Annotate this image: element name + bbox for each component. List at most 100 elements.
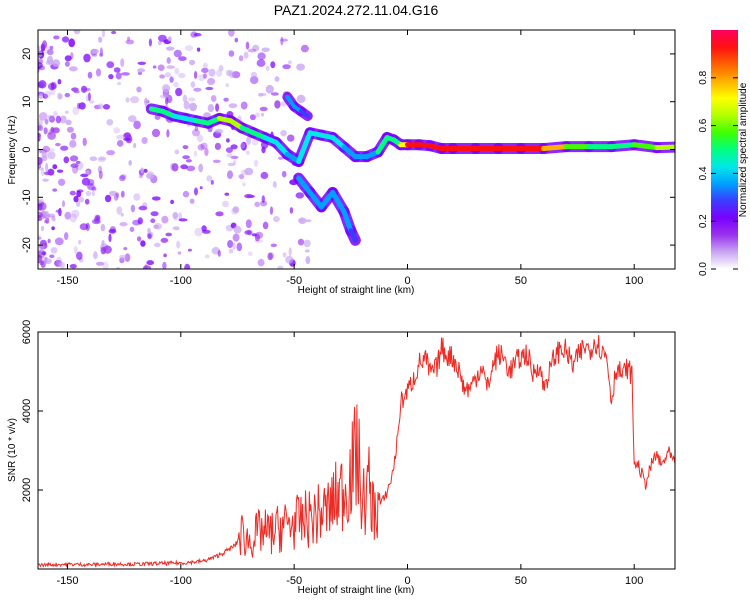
noise-speckle	[73, 246, 78, 254]
noise-speckle	[218, 64, 224, 72]
noise-speckle	[194, 227, 203, 237]
noise-speckle	[146, 260, 154, 266]
snr-panel: -150 -100 -50 0 50 100 2000 4000 6000 Height of…	[7, 320, 676, 596]
snr-marks	[38, 334, 675, 568]
noise-speckle	[137, 61, 147, 65]
noise-speckle	[254, 201, 260, 207]
noise-speckle	[260, 171, 269, 180]
noise-speckle	[62, 200, 65, 208]
secondary-branch-segment	[330, 190, 347, 215]
noise-speckle	[58, 93, 63, 100]
noise-speckle	[255, 231, 264, 239]
x-tick-label: 100	[625, 275, 643, 287]
noise-speckle	[45, 118, 49, 125]
noise-speckle	[270, 92, 279, 96]
noise-speckle	[43, 171, 52, 176]
ridge-segment	[375, 135, 390, 155]
noise-speckle	[38, 163, 41, 169]
noise-speckle	[56, 169, 64, 173]
noise-speckle	[120, 174, 127, 180]
noise-speckle	[38, 61, 43, 70]
noise-speckle	[76, 189, 84, 193]
noise-speckle	[175, 87, 183, 97]
noise-speckle	[239, 174, 245, 180]
noise-speckle	[201, 67, 209, 73]
noise-speckle	[286, 134, 295, 142]
noise-speckle	[280, 36, 284, 46]
noise-speckle	[185, 159, 192, 163]
noise-speckle	[193, 87, 202, 92]
spectrogram-y-label: Frequency (Hz)	[7, 116, 18, 185]
noise-speckle	[85, 170, 90, 175]
x-tick-label: 50	[515, 575, 527, 587]
noise-speckle	[84, 198, 90, 205]
noise-speckle	[190, 81, 196, 88]
noise-speckle	[207, 77, 216, 86]
noise-speckle	[63, 156, 70, 164]
noise-speckle	[97, 103, 104, 110]
noise-speckle	[47, 151, 56, 160]
noise-speckle	[259, 106, 268, 112]
noise-speckle	[85, 190, 92, 197]
noise-speckle	[64, 211, 72, 220]
noise-speckle	[164, 72, 172, 78]
noise-speckle	[253, 159, 259, 167]
y-tick-label: 20	[21, 48, 33, 60]
noise-speckle	[244, 167, 254, 176]
snr-y-axis: 2000 4000 6000	[21, 320, 675, 502]
noise-speckle	[43, 127, 48, 135]
noise-speckle	[196, 47, 201, 52]
noise-speckle	[177, 251, 182, 255]
noise-speckle	[52, 59, 61, 67]
noise-speckle	[95, 261, 105, 266]
noise-speckle	[184, 45, 194, 52]
noise-speckle	[171, 163, 179, 172]
noise-speckle	[229, 70, 234, 79]
noise-speckle	[201, 225, 207, 232]
noise-speckle	[47, 238, 51, 244]
noise-speckle	[42, 93, 48, 99]
noise-speckle	[260, 92, 267, 97]
noise-speckle	[202, 62, 208, 69]
noise-speckle	[196, 134, 204, 143]
noise-speckle	[230, 144, 238, 150]
noise-speckle	[227, 162, 236, 167]
noise-speckle	[273, 216, 280, 223]
colorbar-tick-label: 0.4	[698, 166, 709, 180]
noise-speckle	[61, 36, 70, 43]
noise-speckle	[69, 66, 78, 72]
noise-speckle	[163, 253, 167, 258]
colorbar-gradient	[711, 30, 738, 269]
noise-speckle	[204, 147, 209, 157]
noise-speckle	[78, 102, 86, 110]
noise-speckle	[277, 156, 285, 160]
noise-speckle	[270, 243, 277, 248]
noise-speckle	[89, 156, 98, 161]
noise-speckle	[252, 44, 260, 52]
snr-y-label: SNR (10 * v/v)	[7, 418, 18, 482]
noise-speckle	[212, 159, 221, 163]
noise-speckle	[147, 233, 152, 240]
noise-speckle	[51, 81, 57, 89]
noise-speckle	[152, 65, 157, 69]
noise-speckle	[91, 48, 100, 54]
noise-speckle	[129, 226, 135, 232]
noise-speckle	[100, 223, 106, 232]
noise-speckle	[251, 138, 259, 146]
noise-speckle	[58, 262, 63, 268]
noise-speckle	[119, 175, 126, 182]
noise-speckle	[240, 101, 248, 110]
noise-speckle	[70, 163, 79, 168]
noise-speckle	[159, 74, 166, 79]
noise-speckle	[66, 126, 74, 133]
noise-speckle	[148, 38, 152, 47]
noise-speckle	[116, 206, 123, 215]
noise-speckle	[52, 188, 58, 192]
noise-speckle	[128, 115, 137, 123]
noise-speckle	[178, 56, 187, 61]
noise-speckle	[162, 84, 171, 93]
noise-speckle	[41, 151, 47, 159]
noise-speckle	[144, 264, 148, 269]
snr-x-axis: -150 -100 -50 0 50 100	[56, 332, 643, 587]
noise-speckle	[208, 68, 216, 77]
